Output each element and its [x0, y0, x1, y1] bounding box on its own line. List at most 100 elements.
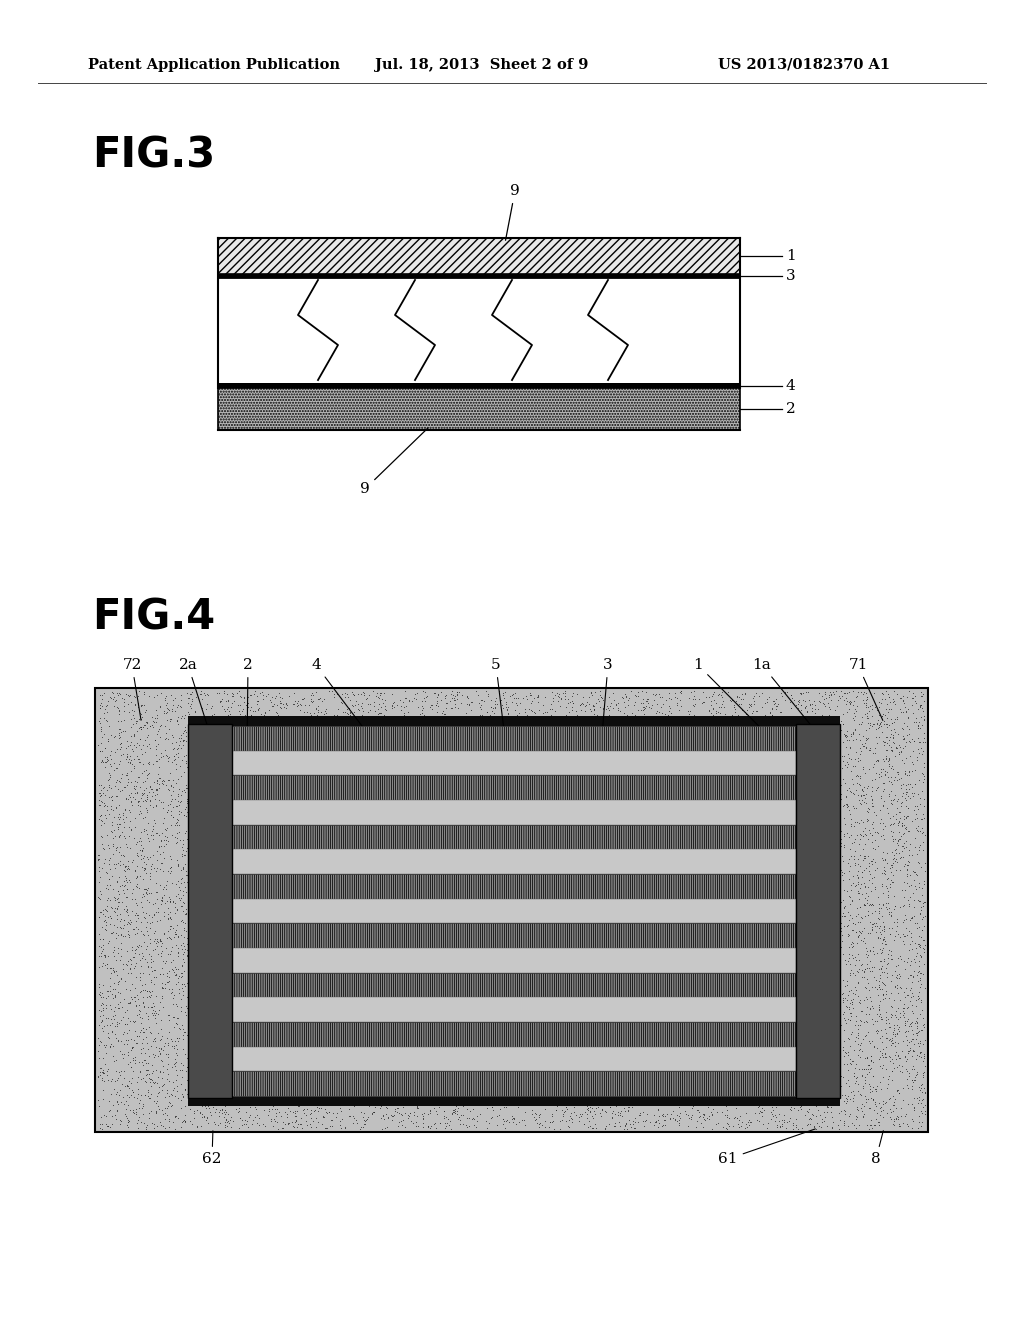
Point: [141, 1045, 158, 1067]
Point: [845, 774, 861, 795]
Point: [158, 1044, 174, 1065]
Point: [850, 747, 866, 768]
Point: [179, 863, 196, 884]
Point: [472, 697, 488, 718]
Point: [662, 1109, 678, 1130]
Point: [354, 1107, 371, 1129]
Point: [856, 990, 872, 1011]
Point: [635, 1102, 651, 1123]
Point: [172, 962, 188, 983]
Point: [176, 804, 193, 825]
Point: [482, 1107, 499, 1129]
Point: [869, 928, 886, 949]
Point: [873, 920, 890, 941]
Point: [96, 954, 113, 975]
Point: [909, 698, 926, 719]
Point: [881, 748, 897, 770]
Point: [135, 986, 152, 1007]
Point: [339, 684, 355, 705]
Point: [396, 681, 413, 702]
Point: [859, 810, 876, 832]
Point: [909, 1018, 926, 1039]
Point: [681, 704, 697, 725]
Point: [142, 795, 159, 816]
Point: [120, 950, 136, 972]
Point: [581, 1110, 597, 1131]
Point: [147, 1092, 164, 1113]
Point: [429, 690, 445, 711]
Point: [891, 1082, 907, 1104]
Point: [112, 1064, 128, 1085]
Point: [168, 1012, 184, 1034]
Point: [657, 1115, 674, 1137]
Point: [298, 1105, 314, 1126]
Point: [912, 891, 929, 912]
Point: [909, 783, 926, 804]
Point: [843, 760, 859, 781]
Point: [134, 694, 151, 715]
Point: [483, 1106, 500, 1127]
Point: [905, 1039, 922, 1060]
Point: [852, 1039, 868, 1060]
Point: [891, 847, 907, 869]
Point: [913, 857, 930, 878]
Point: [797, 1105, 813, 1126]
Point: [243, 704, 259, 725]
Point: [840, 1045, 856, 1067]
Point: [102, 1100, 119, 1121]
Point: [152, 843, 168, 865]
Point: [708, 692, 724, 713]
Point: [683, 1097, 699, 1118]
Point: [138, 785, 155, 807]
Point: [167, 814, 183, 836]
Point: [700, 700, 717, 721]
Point: [897, 817, 913, 838]
Point: [129, 876, 145, 898]
Point: [135, 1022, 152, 1043]
Point: [764, 1097, 780, 1118]
Point: [859, 953, 876, 974]
Point: [92, 733, 109, 754]
Point: [607, 1115, 624, 1137]
Point: [92, 784, 109, 805]
Point: [356, 1113, 373, 1134]
Point: [895, 725, 911, 746]
Point: [175, 1018, 191, 1039]
Point: [299, 1114, 315, 1135]
Point: [842, 1104, 858, 1125]
Point: [98, 1115, 115, 1137]
Point: [136, 878, 153, 899]
Point: [100, 1027, 117, 1048]
Point: [847, 854, 863, 875]
Point: [868, 804, 885, 825]
Point: [853, 874, 869, 895]
Point: [111, 972, 127, 993]
Point: [861, 1032, 878, 1053]
Point: [161, 700, 177, 721]
Point: [177, 865, 194, 886]
Point: [234, 1114, 251, 1135]
Point: [889, 1023, 905, 1044]
Point: [168, 1043, 184, 1064]
Point: [880, 701, 896, 722]
Point: [167, 924, 183, 945]
Point: [799, 1101, 815, 1122]
Point: [154, 1074, 170, 1096]
Point: [916, 871, 933, 892]
Point: [294, 688, 310, 709]
Point: [135, 979, 152, 1001]
Point: [160, 972, 176, 993]
Point: [845, 722, 861, 743]
Point: [94, 953, 111, 974]
Point: [473, 698, 489, 719]
Point: [781, 692, 798, 713]
Point: [156, 830, 172, 851]
Point: [91, 809, 108, 830]
Point: [899, 1035, 915, 1056]
Point: [137, 714, 154, 735]
Point: [250, 698, 266, 719]
Point: [850, 1100, 866, 1121]
Point: [373, 1107, 389, 1129]
Point: [141, 776, 158, 797]
Point: [892, 1006, 908, 1027]
